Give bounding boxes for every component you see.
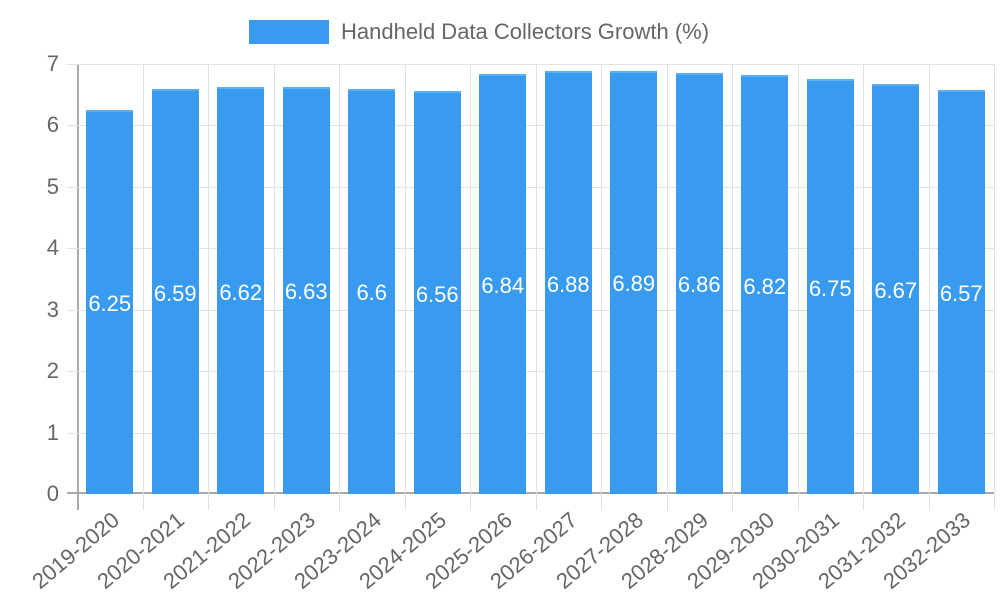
y-tick-label: 3 <box>46 296 59 322</box>
bar[interactable]: 6.75 <box>806 79 854 494</box>
y-tick-label: 0 <box>46 481 59 506</box>
bar[interactable]: 6.6 <box>348 88 396 494</box>
h-gridline <box>67 248 994 250</box>
v-gridline <box>470 64 471 510</box>
h-gridline <box>67 371 994 373</box>
bar[interactable]: 6.86 <box>675 72 723 494</box>
bar-value-label: 6.75 <box>808 275 852 301</box>
bar-value-label: 6.56 <box>415 281 459 307</box>
v-gridline <box>666 64 668 510</box>
bar-value-label: 6.88 <box>546 271 590 297</box>
v-gridline <box>208 64 209 510</box>
bar-value-label: 6.25 <box>88 291 132 317</box>
bar-value-label: 6.63 <box>284 279 328 305</box>
bar[interactable]: 6.56 <box>413 91 461 494</box>
x-axis <box>67 492 994 494</box>
v-gridline <box>863 64 864 510</box>
bar-value-label: 6.82 <box>743 273 787 299</box>
bar-value-label: 6.84 <box>481 272 525 298</box>
chart-legend[interactable]: Handheld Data Collectors Growth (%) <box>249 18 709 46</box>
v-gridline <box>404 64 406 510</box>
bar[interactable]: 6.25 <box>86 110 134 494</box>
bar[interactable]: 6.63 <box>282 86 330 494</box>
v-gridline <box>142 64 144 510</box>
bar[interactable]: 6.57 <box>937 90 985 494</box>
y-tick-label: 4 <box>46 235 59 261</box>
v-gridline <box>601 64 602 510</box>
plot-area: 0 1 2 3 4 5 6 7 6.25 6.59 6.62 6.63 6.6 6.56 6.84 6.88 6… <box>27 51 995 594</box>
h-gridline <box>67 309 994 311</box>
v-gridline <box>732 64 733 510</box>
legend-swatch <box>249 20 329 44</box>
v-gridline <box>797 64 799 510</box>
bar[interactable]: 6.59 <box>151 89 199 494</box>
bar-value-label: 6.57 <box>939 281 983 307</box>
bar[interactable]: 6.82 <box>741 75 789 494</box>
bar[interactable]: 6.62 <box>217 87 265 494</box>
bar-value-label: 6.6 <box>356 280 388 306</box>
y-tick-label: 2 <box>46 358 59 384</box>
y-tick-label: 7 <box>46 51 59 76</box>
v-gridline <box>994 64 995 510</box>
h-gridline <box>67 186 994 188</box>
v-gridline <box>339 64 340 510</box>
v-gridline <box>928 64 930 510</box>
legend-label: Handheld Data Collectors Growth (%) <box>341 19 710 44</box>
bar-value-label: 6.86 <box>677 272 721 298</box>
bar-value-label: 6.67 <box>874 278 918 304</box>
bar-value-label: 6.89 <box>612 271 656 297</box>
v-gridline <box>273 64 275 510</box>
y-tick-label: 6 <box>46 112 59 138</box>
bar[interactable]: 6.88 <box>544 71 592 494</box>
v-gridline <box>535 64 537 510</box>
h-gridline <box>67 432 994 434</box>
h-gridline <box>67 125 994 127</box>
bar[interactable]: 6.89 <box>610 70 658 494</box>
bar-value-label: 6.59 <box>153 280 197 306</box>
y-tick-label: 5 <box>46 173 59 199</box>
bar[interactable]: 6.84 <box>479 73 527 494</box>
y-tick-label: 1 <box>46 419 59 445</box>
bar-value-label: 6.62 <box>219 279 263 305</box>
h-gridline <box>67 64 994 65</box>
bar[interactable]: 6.67 <box>872 84 920 494</box>
y-axis <box>77 64 79 510</box>
